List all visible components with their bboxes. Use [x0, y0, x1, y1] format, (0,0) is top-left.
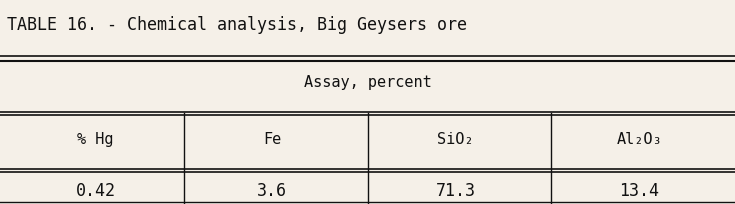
- Text: SiO₂: SiO₂: [437, 131, 474, 146]
- Text: 71.3: 71.3: [436, 181, 476, 199]
- Text: 3.6: 3.6: [257, 181, 287, 199]
- Text: TABLE 16. - Chemical analysis, Big Geysers ore: TABLE 16. - Chemical analysis, Big Geyse…: [7, 16, 467, 34]
- Text: % Hg: % Hg: [77, 131, 114, 146]
- Text: 13.4: 13.4: [620, 181, 659, 199]
- Text: Al₂O₃: Al₂O₃: [617, 131, 662, 146]
- Text: 0.42: 0.42: [76, 181, 115, 199]
- Text: Fe: Fe: [263, 131, 281, 146]
- Text: Assay, percent: Assay, percent: [304, 74, 431, 89]
